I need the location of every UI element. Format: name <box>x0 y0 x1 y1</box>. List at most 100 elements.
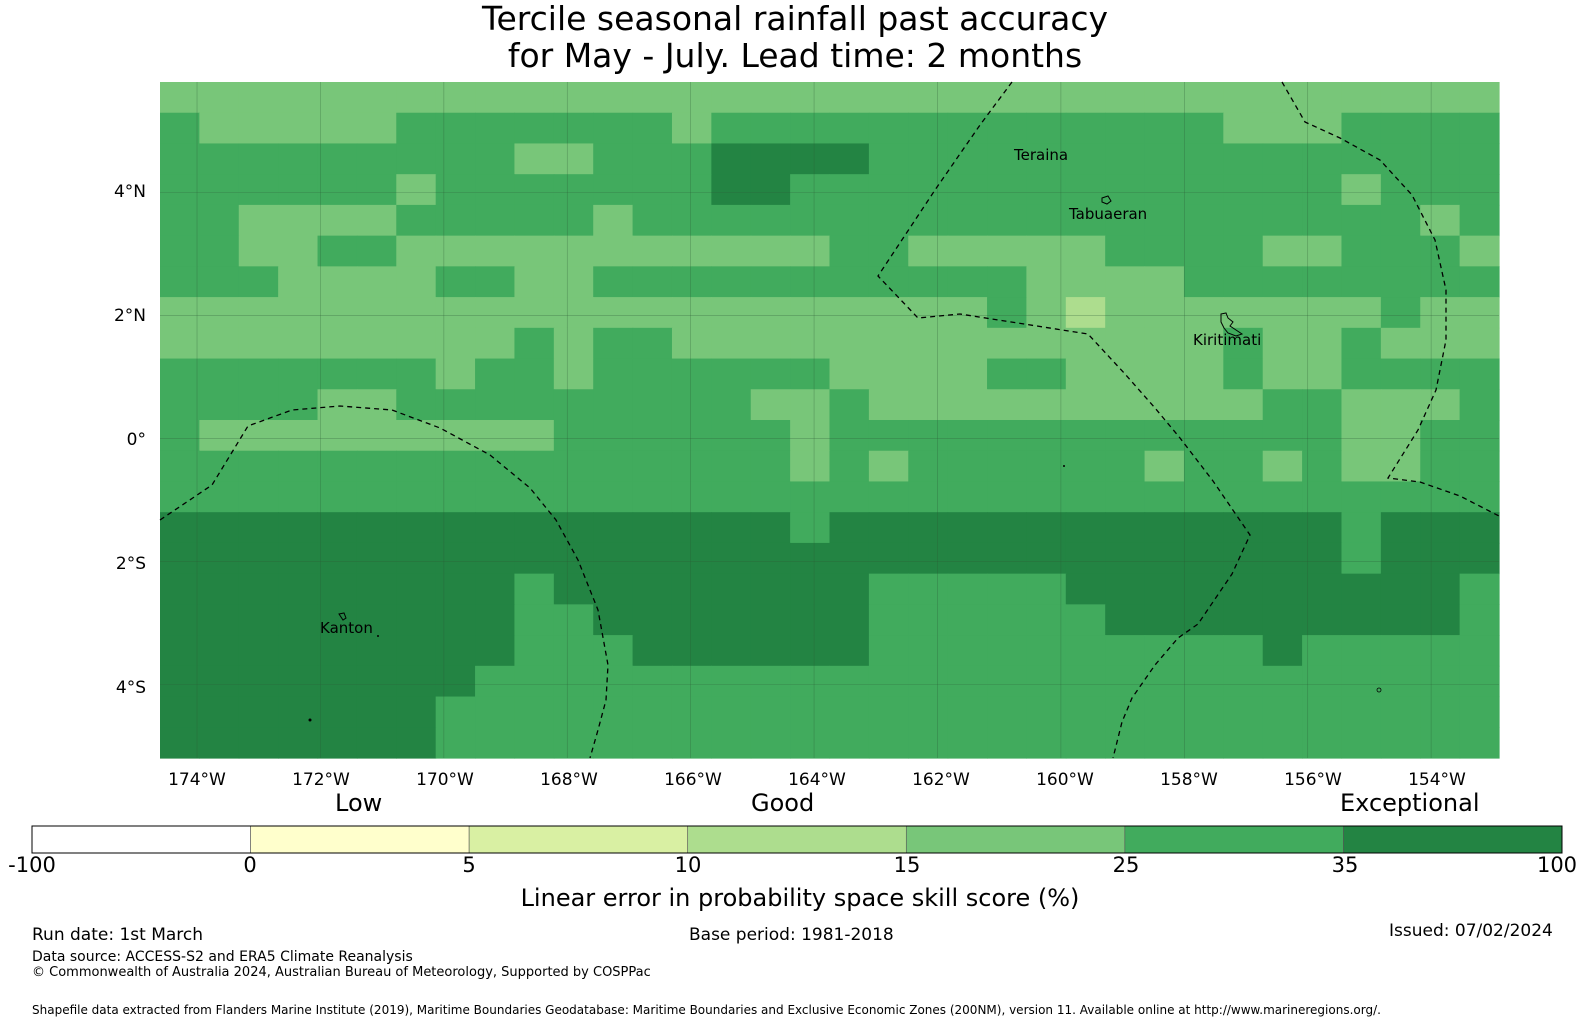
skill-cell <box>947 542 988 575</box>
skill-cell <box>1341 604 1382 636</box>
skill-cell <box>947 358 988 390</box>
skill-cell <box>711 358 752 390</box>
skill-cell <box>1065 542 1106 575</box>
skill-cell <box>1459 542 1500 575</box>
skill-cell <box>790 297 831 329</box>
skill-cell <box>987 266 1028 298</box>
skill-cell <box>1380 327 1421 360</box>
skill-cell <box>1420 696 1461 728</box>
skill-cell <box>711 204 752 237</box>
skill-cell <box>1341 389 1382 421</box>
skill-cell <box>750 297 791 329</box>
skill-cell <box>1302 481 1343 513</box>
skill-cell <box>1223 635 1264 667</box>
skill-cell <box>199 389 240 421</box>
skill-cell <box>1302 297 1343 329</box>
skill-cell <box>829 512 870 544</box>
skill-cell <box>1380 542 1421 575</box>
skill-cell <box>1105 420 1146 452</box>
skill-cell <box>356 635 397 667</box>
skill-cell <box>1183 297 1224 329</box>
skill-cell <box>278 727 319 759</box>
lon-label: 154°W <box>1408 770 1466 790</box>
skill-cell <box>1105 174 1146 206</box>
skill-cell <box>278 358 319 390</box>
skill-cell <box>1026 604 1067 636</box>
skill-cell <box>593 389 634 421</box>
skill-cell <box>160 297 200 329</box>
skill-cell <box>1144 512 1185 544</box>
skill-cell <box>1262 358 1303 390</box>
skill-cell <box>238 327 279 360</box>
colorbar-segment <box>468 825 689 854</box>
skill-cell <box>593 266 634 298</box>
skill-cell <box>829 420 870 452</box>
skill-cell <box>475 266 516 298</box>
skill-cell <box>199 696 240 728</box>
skill-cell <box>160 696 200 728</box>
skill-cell <box>1223 727 1264 759</box>
skill-cell <box>514 665 555 698</box>
skill-cell <box>1262 450 1303 483</box>
skill-cell <box>1459 727 1500 759</box>
skill-cell <box>435 389 476 421</box>
skill-cell <box>475 635 516 667</box>
skill-cell <box>514 573 555 605</box>
skill-cell <box>435 204 476 237</box>
skill-cell <box>278 635 319 667</box>
skill-cell <box>790 665 831 698</box>
skill-cell <box>1183 420 1224 452</box>
skill-cell <box>514 327 555 360</box>
skill-cell <box>868 450 909 483</box>
skill-cell <box>790 204 831 237</box>
skill-cell <box>1302 450 1343 483</box>
skill-cell <box>356 573 397 605</box>
skill-cell <box>396 696 437 728</box>
skill-cell <box>317 727 358 759</box>
skill-cell <box>1105 481 1146 513</box>
skill-cell <box>908 358 949 390</box>
skill-cell <box>553 389 594 421</box>
skill-cell <box>356 389 397 421</box>
skill-cell <box>868 82 909 114</box>
skill-cell <box>1183 204 1224 237</box>
skill-cell <box>199 481 240 513</box>
skill-cell <box>908 573 949 605</box>
skill-cell <box>553 696 594 728</box>
island-outlines <box>308 195 1382 722</box>
skill-cell <box>1459 235 1500 267</box>
skill-cell <box>790 635 831 667</box>
skill-cell <box>1223 297 1264 329</box>
skill-cell <box>317 512 358 544</box>
colorbar-segment <box>905 825 1126 854</box>
skill-cell <box>868 204 909 237</box>
skill-cell <box>514 266 555 298</box>
skill-cell <box>908 604 949 636</box>
skill-cell <box>1459 420 1500 452</box>
skill-cell <box>1144 542 1185 575</box>
skill-cell <box>475 235 516 267</box>
skill-cell <box>396 204 437 237</box>
skill-cell <box>396 235 437 267</box>
skill-cell <box>671 143 712 175</box>
skill-cell <box>1223 420 1264 452</box>
skill-cell <box>750 82 791 114</box>
skill-cell <box>671 481 712 513</box>
skill-cell <box>987 235 1028 267</box>
skill-cell <box>1302 542 1343 575</box>
skill-cell <box>1420 604 1461 636</box>
skill-cell <box>711 266 752 298</box>
skill-cell <box>1183 481 1224 513</box>
skill-cell <box>1065 266 1106 298</box>
skill-cell <box>1302 358 1343 390</box>
skill-cell <box>1065 420 1106 452</box>
skill-cell <box>1065 112 1106 145</box>
skill-cell <box>632 542 673 575</box>
skill-cell <box>1262 112 1303 145</box>
skill-cell <box>947 143 988 175</box>
skill-cell <box>1183 82 1224 114</box>
skill-cell <box>750 112 791 145</box>
skill-cell <box>750 604 791 636</box>
skill-cell <box>987 573 1028 605</box>
skill-cell <box>1144 266 1185 298</box>
